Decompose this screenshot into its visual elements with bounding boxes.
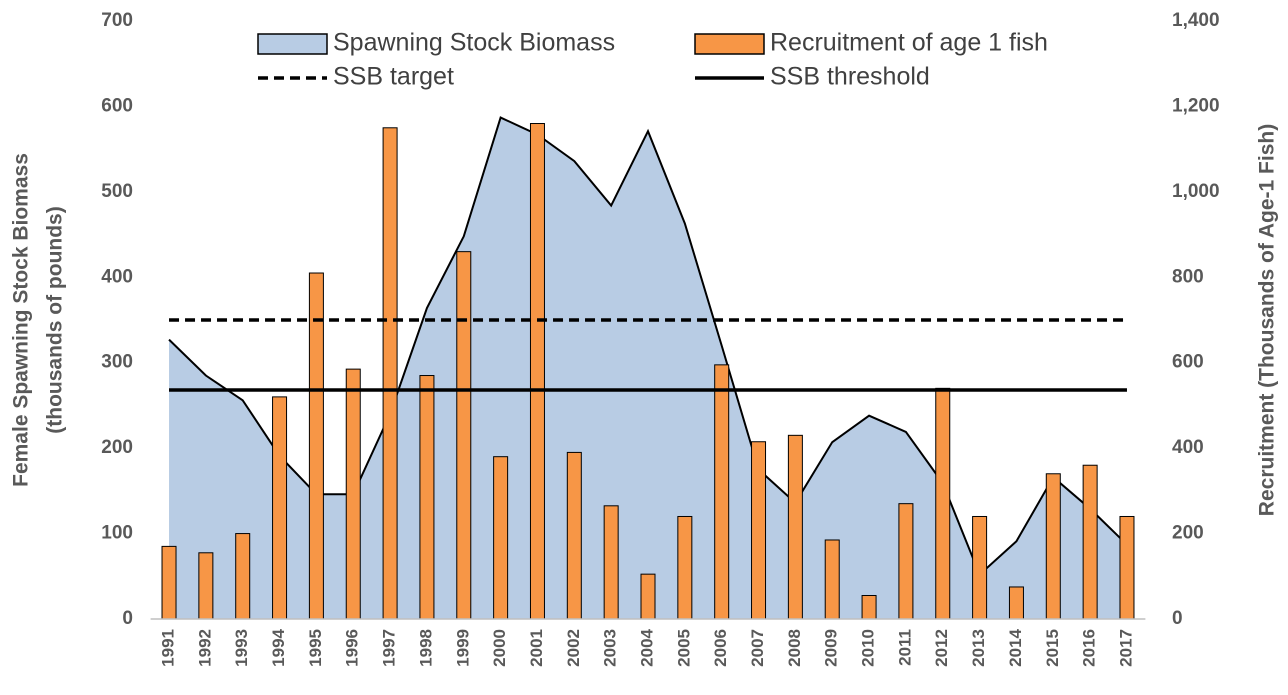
y2-tick-label: 200 [1172,523,1204,544]
x-tick-label: 2012 [932,629,951,667]
area-line [168,116,1128,577]
bar [198,552,214,620]
y-tick-label: 0 [122,608,133,629]
x-tick-label: 1996 [343,629,362,667]
x-tick-label: 2006 [711,629,730,667]
x-tick-label: 1991 [159,629,178,667]
legend-label: SSB target [333,63,454,91]
y-tick-label: 100 [101,523,133,544]
x-tick-label: 1999 [453,629,472,667]
y-axis-title-line: Female Spawning Stock Biomass [10,153,33,487]
bar [1082,464,1098,620]
bar [714,364,730,620]
y2-tick-label: 1,400 [1172,10,1220,31]
bar [345,368,361,620]
y2-tick-label: 1,200 [1172,95,1220,116]
y-tick-label: 300 [101,352,133,373]
x-tick-label: 2016 [1080,629,1099,667]
bar [898,503,914,620]
bar [529,123,545,620]
y-tick-label: 400 [101,266,133,287]
y-tick-label: 700 [101,10,133,31]
area [169,117,1127,619]
x-tick-label: 2017 [1116,629,1135,667]
x-tick-label: 1997 [380,629,399,667]
y2-tick-label: 800 [1172,266,1204,287]
x-tick-label: 1994 [269,628,288,666]
legend-label: SSB threshold [770,63,930,91]
bar [382,127,398,620]
bar [751,441,767,620]
y-axis-title: Female Spawning Stock Biomass (thousands… [10,153,67,487]
x-tick-label: 2001 [527,629,546,667]
y-tick-label: 500 [101,181,133,202]
bar [566,451,582,620]
y-tick-label: 200 [101,437,133,458]
y2-tick-label: 0 [1172,608,1183,629]
bar [640,573,656,620]
bar [456,251,472,620]
x-tick-label: 2004 [637,628,656,666]
legend-swatch [257,33,328,55]
x-tick-label: 2005 [674,629,693,667]
bar [235,533,251,620]
x-tick-label: 2002 [564,629,583,667]
y2-axis-title: Recruitment (Thousands of Age-1 Fish) [1256,124,1279,516]
x-tick-label: 1995 [306,629,325,667]
legend-label: Spawning Stock Biomass [333,29,615,57]
plot-area: 0 100 200 300 400 500 600 700 0 200 400 600 800 1,000… [101,10,1219,667]
y2-tick-label: 1,000 [1172,181,1220,202]
bar [603,505,619,620]
bar [1119,515,1135,620]
bar [308,272,324,620]
x-tick-label: 2003 [601,629,620,667]
bar [272,396,288,620]
x-tick-label: 2008 [785,629,804,667]
y2-tick-label: 600 [1172,352,1204,373]
y-axis-title-line: (thousands of pounds) [44,206,67,433]
y-tick-label: 600 [101,95,133,116]
x-tick-label: 2015 [1043,629,1062,667]
bar [861,595,877,620]
x-tick-label: 2010 [859,629,878,667]
legend-label: Recruitment of age 1 fish [770,29,1048,57]
bar [493,456,509,620]
x-tick-label: 1993 [232,629,251,667]
x-tick-label: 1992 [195,629,214,667]
bar [419,375,435,620]
bar [161,545,177,620]
x-tick-label: 2014 [1006,628,1025,666]
bar [677,515,693,620]
bar [1008,586,1024,620]
x-tick-label: 1998 [416,629,435,667]
bar [1045,473,1061,620]
x-tick-label: 2011 [895,629,914,666]
bar [972,515,988,620]
x-tick-label: 2000 [490,629,509,667]
x-tick-label: 2013 [969,629,988,667]
bar [787,434,803,620]
x-tick-label: 2007 [748,629,767,667]
x-tick-label: 2009 [822,629,841,667]
bar [935,387,951,620]
bar [824,539,840,620]
y2-tick-label: 400 [1172,437,1204,458]
legend-swatch [694,33,765,55]
